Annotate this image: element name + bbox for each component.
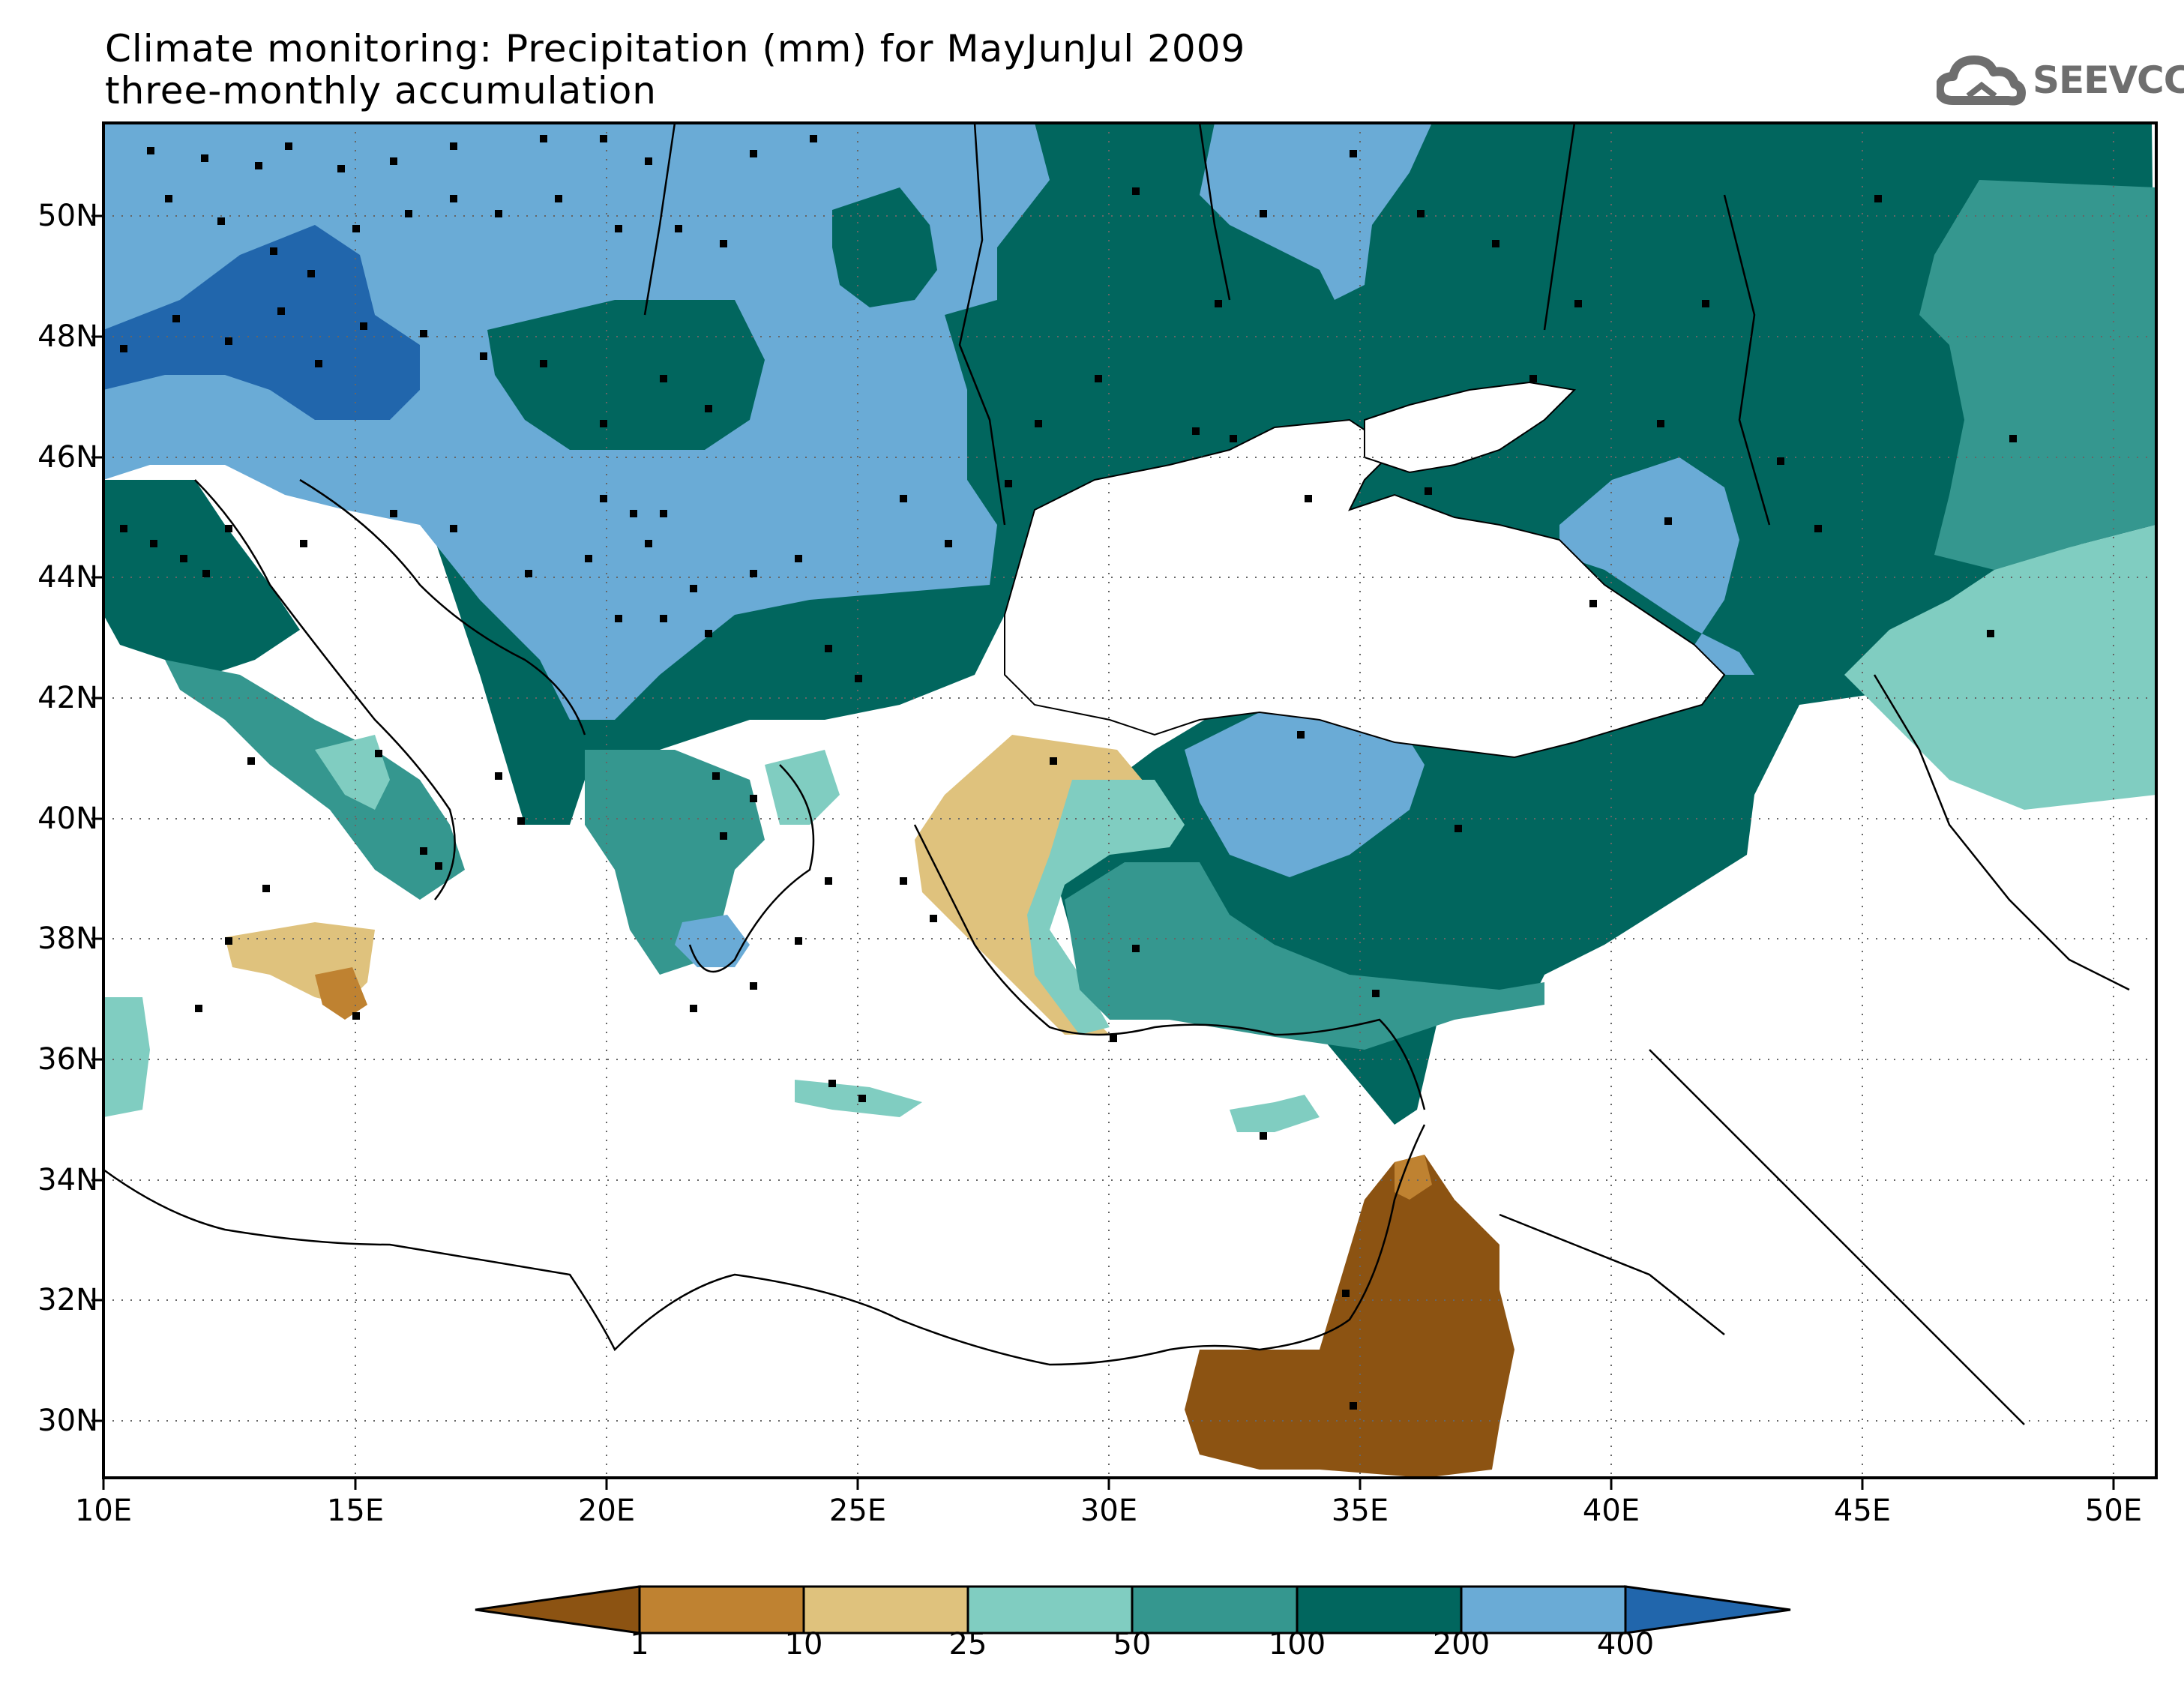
- field-darkdry-lebanon: [1395, 1155, 1432, 1200]
- field-blue-northeast: [1200, 123, 1432, 300]
- field-teal-italy: [103, 480, 300, 675]
- x-tick-label: 15E: [326, 1494, 385, 1528]
- x-tick-label: 10E: [74, 1494, 133, 1528]
- coastlines: [103, 122, 2130, 1425]
- field-light-teal-italy: [315, 735, 390, 810]
- y-tick-label: 44N: [37, 560, 98, 595]
- station-markers: [120, 135, 2017, 1410]
- x-tick-label: 25E: [828, 1494, 887, 1528]
- field-mid-teal-turkey: [1065, 862, 1544, 1050]
- colorbar-bin-25-50: [966, 1585, 1134, 1635]
- colorbar-under-arrow: [475, 1585, 641, 1635]
- colorbar: [475, 1585, 1791, 1635]
- field-blue-dark: [103, 225, 420, 420]
- field-light-teal-turkey: [1027, 780, 1185, 1035]
- map-gridlines: [103, 123, 2156, 1478]
- y-tick-label: 42N: [37, 681, 98, 715]
- x-tick-label: 20E: [577, 1494, 636, 1528]
- sea-of-azov: [1364, 381, 1577, 474]
- y-tick-label: 46N: [37, 440, 98, 475]
- colorbar-label: 400: [1596, 1627, 1655, 1662]
- colorbar-label: 50: [1113, 1627, 1152, 1662]
- black-sea: [1004, 418, 1726, 759]
- field-light-teal-greece: [765, 750, 840, 825]
- colorbar-over-arrow: [1624, 1585, 1791, 1635]
- map-frame: [102, 121, 2158, 1479]
- colorbar-label: 10: [784, 1627, 823, 1662]
- axis-ticks: [91, 214, 2115, 1490]
- field-dry-levant: [1185, 1155, 1514, 1478]
- field-mid-teal-east: [1919, 180, 2156, 570]
- field-darkdry-sicily: [315, 967, 367, 1020]
- y-tick-label: 50N: [37, 199, 98, 233]
- field-teal-hungary: [487, 300, 765, 450]
- colorbar-bin-1-10: [638, 1585, 805, 1635]
- x-tick-label: 50E: [2084, 1494, 2143, 1528]
- colorbar-bin-50-100: [1131, 1585, 1299, 1635]
- field-light-teal-sardinia: [103, 997, 150, 1117]
- colorbar-label: 200: [1432, 1627, 1490, 1662]
- field-light-teal-cyprus: [1230, 1095, 1320, 1132]
- y-tick-label: 48N: [37, 319, 98, 354]
- colorbar-label: 100: [1268, 1627, 1326, 1662]
- colorbar-bin-200-400: [1460, 1585, 1627, 1635]
- x-tick-label: 35E: [1331, 1494, 1389, 1528]
- colorbar-bin-10-25: [802, 1585, 969, 1635]
- chart-title: Climate monitoring: Precipitation (mm) f…: [105, 27, 1246, 70]
- x-tick-label: 45E: [1833, 1494, 1892, 1528]
- seevccc-logo: SEEVCCC: [1937, 49, 2184, 109]
- y-tick-label: 40N: [37, 802, 98, 836]
- colorbar-bin-100-200: [1296, 1585, 1463, 1635]
- x-tick-label: 30E: [1080, 1494, 1138, 1528]
- y-tick-label: 36N: [37, 1042, 98, 1077]
- y-tick-label: 38N: [37, 921, 98, 956]
- x-tick-label: 40E: [1582, 1494, 1640, 1528]
- cloud-icon: [1937, 55, 2026, 106]
- field-light-teal-east: [1844, 525, 2156, 810]
- colorbar-label: 25: [948, 1627, 987, 1662]
- precip-fields: [103, 123, 2156, 1478]
- y-tick-label: 34N: [37, 1163, 98, 1197]
- field-blue-russia: [1559, 457, 1754, 675]
- colorbar-label: 1: [630, 1627, 649, 1662]
- logo-text: SEEVCCC: [2033, 58, 2184, 102]
- y-tick-label: 30N: [37, 1404, 98, 1438]
- field-mid-teal-italy: [165, 660, 465, 900]
- y-tick-label: 32N: [37, 1283, 98, 1317]
- chart-subtitle: three-monthly accumulation: [105, 69, 657, 112]
- field-blue-turkey: [1185, 705, 1425, 877]
